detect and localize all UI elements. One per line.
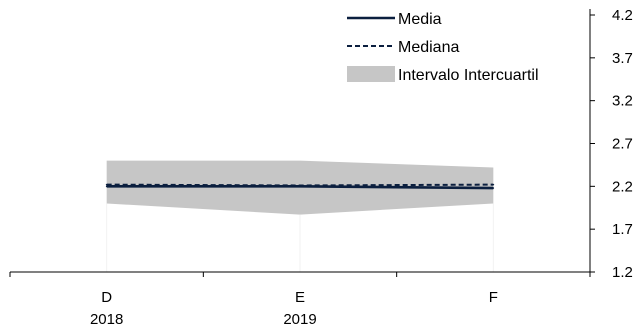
y-tick-label: 1.2	[612, 264, 633, 281]
y-tick-label: 4.2	[612, 7, 633, 24]
axes: D 2018 E 2019 F 4.2 3.7 3.2 2.7 2.2 1.7 1.2	[9, 7, 633, 327]
data-point	[105, 185, 108, 188]
plot-area	[105, 160, 495, 272]
data-point	[105, 183, 108, 186]
legend-label: Mediana	[398, 39, 459, 56]
x-tick-label: D	[101, 289, 112, 306]
y-tick-label: 3.2	[612, 93, 633, 110]
y-tick-label: 2.2	[612, 178, 633, 195]
x-tick-label: F	[489, 289, 498, 306]
legend-swatch-band	[347, 66, 395, 82]
x-tick-label: E	[295, 289, 305, 306]
legend: Media Mediana Intervalo Intercuartil	[347, 11, 539, 84]
legend-label: Intervalo Intercuartil	[398, 67, 539, 84]
y-tick-label: 1.7	[612, 221, 633, 238]
y-tick-label: 3.7	[612, 50, 633, 67]
data-point	[492, 187, 495, 189]
x-tick-year-label: 2018	[90, 311, 123, 327]
data-point	[492, 183, 495, 186]
legend-label: Media	[398, 11, 442, 28]
y-tick-label: 2.7	[612, 136, 633, 153]
x-tick-year-label: 2019	[283, 311, 316, 327]
data-point	[299, 184, 301, 187]
